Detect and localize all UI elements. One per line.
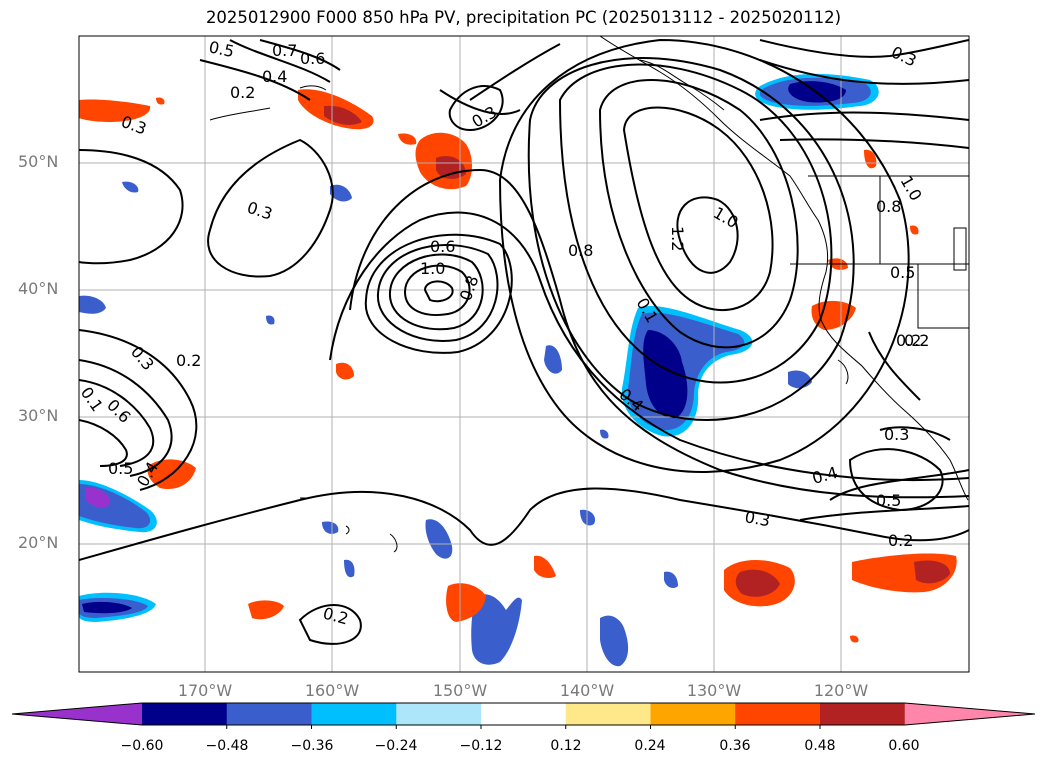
- colorbar-tick-label: −0.24: [374, 738, 418, 754]
- contour-label: 1.2: [668, 226, 687, 251]
- colorbar-outline: [11, 702, 1036, 726]
- colorbar: [11, 702, 1036, 729]
- map-gridlines: [79, 36, 969, 672]
- contour-label: 0.8: [876, 197, 901, 216]
- contour-label: 0.3: [884, 425, 909, 444]
- contour-label: 0.3: [743, 507, 771, 530]
- contour-label: 0.6: [300, 49, 325, 68]
- colorbar-tick-label: −0.36: [290, 738, 334, 754]
- colorbar-swatch: [226, 703, 312, 725]
- colorbar-swatch: [396, 703, 482, 725]
- colorbar-tick-label: −0.48: [205, 738, 249, 754]
- map-title: 2025012900 F000 850 hPa PV, precipitatio…: [205, 8, 842, 27]
- colorbar-tick-label: −0.60: [120, 738, 164, 754]
- lon-label: 140°W: [559, 681, 615, 700]
- contour-label: 0.2: [904, 331, 929, 350]
- contour-label: 0.3: [469, 102, 501, 131]
- contour-label: 0.3: [245, 198, 275, 224]
- map-frame: [78, 35, 970, 673]
- colorbar-extend-min: [12, 703, 142, 725]
- contour-label: 0.5: [876, 491, 901, 510]
- lon-label: 170°W: [177, 681, 233, 700]
- contour-label: 0.5: [207, 37, 236, 61]
- contour-label: 0.1: [77, 383, 107, 415]
- lat-label: 50°N: [18, 152, 59, 171]
- contour-label: 0.5: [108, 459, 133, 478]
- contour-label: 0.4: [262, 67, 287, 86]
- lon-label: 120°W: [813, 681, 869, 700]
- colorbar-swatch: [735, 703, 821, 725]
- contour-label: 0.5: [890, 263, 915, 282]
- colorbar-swatch: [820, 703, 906, 725]
- pv-contours: [79, 38, 969, 645]
- colorbar-tick-label: 0.12: [550, 738, 582, 754]
- colorbar-swatch: [311, 703, 397, 725]
- contour-label: 0.7: [272, 41, 297, 60]
- precip-positive-shading: [79, 89, 957, 643]
- contour-label: 0.4: [810, 463, 840, 488]
- colorbar-tick-label: 0.48: [804, 738, 836, 754]
- colorbar-tick-label: 0.36: [719, 738, 751, 754]
- colorbar-extend-max: [904, 703, 1035, 725]
- contour-label: 0.2: [896, 331, 921, 350]
- contour-label: 0.6: [430, 237, 455, 256]
- colorbar-swatch: [142, 703, 228, 725]
- lat-label: 40°N: [18, 279, 59, 298]
- colorbar-swatch: [565, 703, 651, 725]
- colorbar-tick-label: 0.24: [634, 738, 666, 754]
- lat-label: 20°N: [18, 533, 59, 552]
- colorbar-swatch: [481, 703, 567, 725]
- contour-label: 0.2: [230, 83, 255, 102]
- colorbar-tick-label: −0.12: [459, 738, 503, 754]
- colorbar-swatch: [650, 703, 736, 725]
- lon-label: 130°W: [686, 681, 742, 700]
- contour-label: 0.3: [888, 42, 919, 70]
- contour-label: 0.3: [119, 112, 149, 139]
- contour-label: 0.2: [176, 351, 201, 370]
- contour-label: 0.8: [568, 241, 593, 260]
- contour-label: 0.2: [888, 531, 913, 550]
- contour-label: 0.6: [103, 395, 134, 426]
- contour-label: 0.3: [127, 342, 158, 374]
- lon-label: 160°W: [304, 681, 360, 700]
- lat-label: 30°N: [18, 406, 59, 425]
- lon-label: 150°W: [432, 681, 488, 700]
- colorbar-tick-label: 0.60: [888, 738, 920, 754]
- precip-negative-shading: [79, 73, 879, 667]
- contour-label: 1.0: [420, 259, 445, 278]
